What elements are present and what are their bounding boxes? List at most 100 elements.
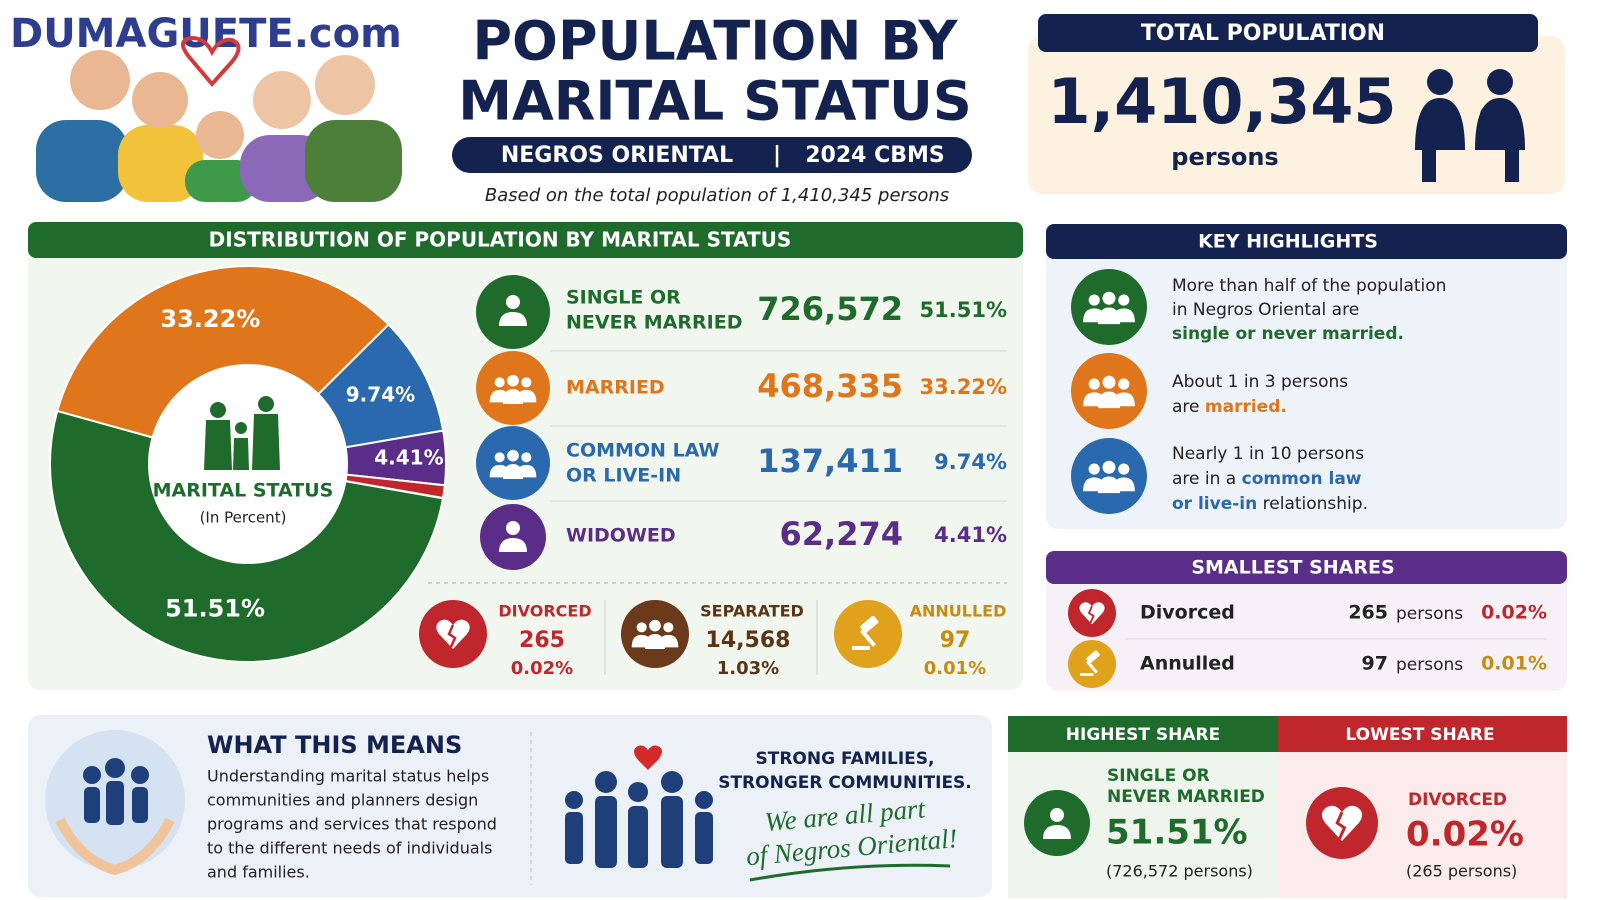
row-count: 726,572: [757, 290, 903, 328]
row-percent: 9.74%: [934, 450, 1007, 474]
smallest-icon: [1068, 640, 1116, 688]
smallest-count: 265: [1348, 602, 1388, 624]
highlight-text: in Negros Oriental are: [1172, 300, 1359, 320]
decoration: [634, 745, 662, 770]
highest-icon: [1024, 790, 1090, 856]
total-unit: persons: [1171, 143, 1278, 171]
decoration: [258, 396, 274, 412]
meaning-text: Understanding marital status helps: [207, 767, 489, 786]
decoration: [565, 812, 583, 864]
decoration: [235, 422, 247, 434]
decoration: [36, 120, 128, 202]
decoration: [196, 111, 244, 159]
decoration: [695, 812, 713, 864]
minor-percent: 1.03%: [717, 658, 779, 679]
meaning-icon: [83, 758, 149, 825]
smallest-heading: SMALLEST SHARES: [1191, 557, 1394, 579]
slice-label: 4.41%: [374, 446, 443, 470]
decoration: [834, 600, 902, 668]
total-heading: TOTAL POPULATION: [1141, 21, 1385, 46]
chart-subtitle: (In Percent): [200, 509, 287, 527]
smallest-label: Annulled: [1140, 653, 1235, 675]
decoration: [118, 125, 203, 202]
minor-label: DIVORCED: [498, 602, 591, 621]
family-icon: [1415, 69, 1525, 182]
lowest-label: DIVORCED: [1408, 790, 1507, 810]
subtitle-pill: [452, 137, 972, 173]
highlight-icon: [1071, 438, 1147, 514]
lowest-heading: LOWEST SHARE: [1345, 725, 1494, 745]
pie-slice: [56, 265, 390, 466]
highest-heading: HIGHEST SHARE: [1066, 725, 1220, 745]
minor-count: 14,568: [706, 628, 791, 653]
decoration: [565, 791, 583, 809]
decoration: [132, 787, 148, 823]
highlight-text: are married.: [1172, 397, 1287, 417]
meaning-heading: WHAT THIS MEANS: [207, 731, 462, 759]
title: MARITAL STATUS: [458, 70, 972, 133]
row-label: WIDOWED: [566, 525, 676, 547]
decoration: [1505, 130, 1519, 182]
highlights-panel: [1046, 224, 1567, 529]
row: MARRIED 468,335 33.22%: [476, 351, 1007, 427]
highlight-text: relationship.: [1263, 494, 1368, 514]
row-percent: 33.22%: [920, 375, 1007, 399]
highlight-text: About 1 in 3 persons: [1172, 372, 1348, 392]
meaning-text: to the different needs of individuals: [207, 839, 492, 858]
decoration: [106, 781, 124, 825]
decoration: [695, 791, 713, 809]
meaning-hands: [55, 817, 175, 876]
smallest-panel: [1046, 551, 1567, 691]
decoration: [661, 771, 683, 793]
slice-label: 9.74%: [346, 382, 415, 406]
highest-label: SINGLE OR: [1107, 766, 1210, 786]
decoration: [105, 758, 125, 778]
highest-percent: 51.51%: [1106, 813, 1248, 853]
highest-label: NEVER MARRIED: [1107, 787, 1265, 807]
meaning-text: programs and services that respond: [207, 815, 497, 834]
highlight-icon: [1071, 269, 1147, 345]
row-count: 468,335: [757, 367, 903, 405]
slogan: STRONGER COMMUNITIES.: [718, 773, 972, 793]
community-icon: [565, 745, 713, 868]
decoration: [185, 160, 257, 202]
minor-count: 265: [519, 628, 565, 653]
lowest-persons: (265 persons): [1406, 862, 1517, 881]
chart-title: MARITAL STATUS: [153, 480, 334, 502]
decoration: [210, 402, 226, 418]
decoration: [83, 766, 101, 784]
highlight-icon: [1071, 353, 1147, 429]
minor-count: 97: [940, 628, 971, 653]
highlight-emphasis: common law: [1242, 469, 1362, 489]
highlight-text: Nearly 1 in 10 persons: [1172, 444, 1364, 464]
decoration: [628, 806, 648, 868]
decoration: [1487, 69, 1513, 95]
highlight-text: are in a common law: [1172, 469, 1362, 489]
decoration: [595, 771, 617, 793]
decoration: [315, 55, 375, 115]
minor-item: SEPARATED 14,568 1.03%: [621, 600, 818, 679]
row-percent: 51.51%: [920, 298, 1007, 322]
smallest-header: [1046, 551, 1567, 584]
smallest-percent: 0.01%: [1481, 653, 1547, 675]
row: SINGLE OR NEVER MARRIED 726,572 51.51%: [476, 275, 1007, 352]
underline: [749, 863, 951, 882]
center-icon: [204, 396, 280, 470]
decoration: [661, 796, 683, 868]
highlight-text: More than half of the population: [1172, 276, 1446, 296]
minor-percent: 0.02%: [511, 658, 573, 679]
slogan: STRONG FAMILIES,: [755, 749, 934, 769]
row: COMMON LAW OR LIVE-IN 137,411 9.74%: [476, 426, 1007, 502]
decoration: [204, 414, 280, 470]
meaning-text: and families.: [207, 863, 310, 882]
minor-label: ANNULLED: [910, 602, 1007, 621]
minor-label: SEPARATED: [700, 602, 804, 621]
decoration: [628, 782, 648, 802]
note: Based on the total population of 1,410,3…: [485, 185, 949, 206]
decoration: [181, 35, 241, 88]
decoration: [1422, 130, 1436, 182]
decoration: [70, 50, 130, 110]
